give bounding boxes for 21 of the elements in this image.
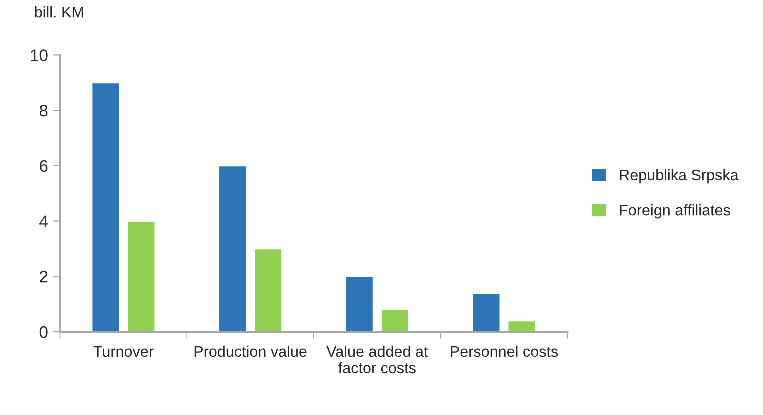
y-tick-label: 8	[40, 104, 48, 117]
x-tick-label: Value added at factor costs	[326, 346, 428, 374]
y-tick-label: 10	[31, 50, 48, 62]
y-tick-label: 2	[40, 271, 48, 283]
y-tick-label: 4	[40, 216, 48, 228]
x-tick-label: Turnover	[94, 346, 154, 358]
legend-label: Foreign affiliates	[620, 204, 730, 219]
bar	[507, 320, 537, 332]
x-tick-label: Personnel costs	[451, 346, 558, 358]
bar	[472, 292, 502, 332]
bar	[218, 165, 248, 332]
bar	[126, 220, 156, 332]
bar	[91, 82, 121, 332]
bar	[344, 276, 374, 332]
y-tick-label: 0	[40, 326, 48, 338]
bar	[254, 248, 283, 332]
y-tick-label: 6	[40, 160, 48, 172]
bar	[380, 309, 410, 332]
x-tick-label: Production value	[194, 346, 307, 358]
y-axis-title: bill. KM	[35, 6, 84, 18]
legend-label: Republika Srpska	[620, 169, 739, 184]
